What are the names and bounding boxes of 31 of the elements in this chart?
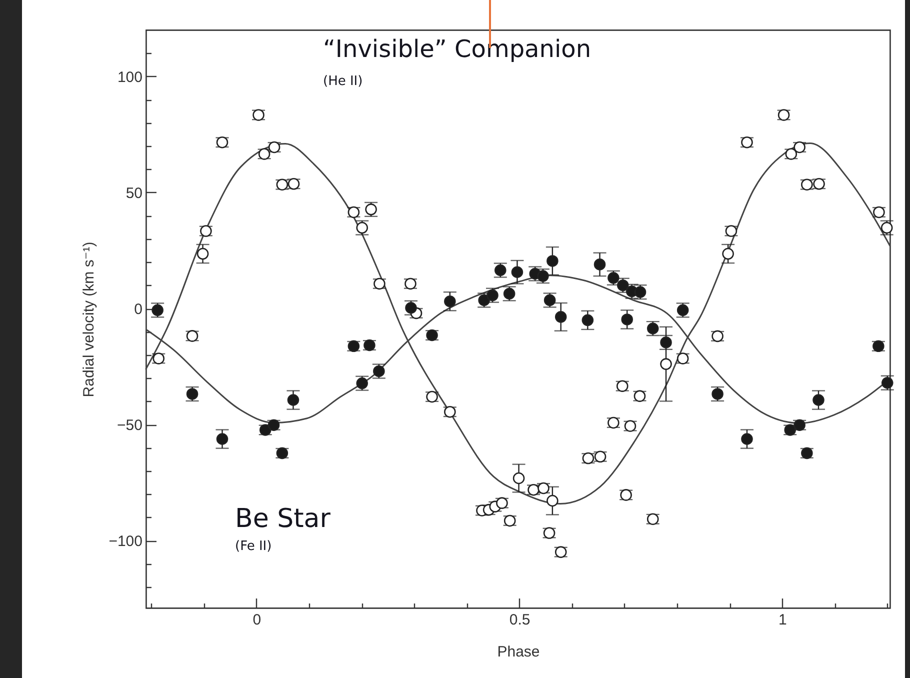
point [216,433,228,445]
x-tick-label: 1 [778,612,787,628]
x-tick-label: 0.5 [509,612,530,628]
annotation: (He II) [323,74,363,89]
y-tick-label: −50 [117,417,142,434]
point [444,295,456,308]
y-tick-label: 100 [117,68,142,86]
point [546,255,558,267]
y-tick-label: −100 [108,533,142,550]
point [511,266,524,278]
y-axis-title: Radial velocity (km s⁻¹) [80,242,98,398]
point [594,258,606,270]
point [621,314,633,326]
point [741,433,753,445]
annotation: (Fe II) [235,539,272,554]
point [287,394,300,406]
point [554,311,567,323]
annotation: “Invisible” Companion [323,35,592,63]
y-tick-label: 50 [126,184,142,202]
point [812,394,824,406]
point [546,494,558,507]
x-tick-label: 0 [252,612,262,628]
point [196,248,209,260]
annotation: Be Star [235,504,331,534]
point [660,358,672,370]
line-series [145,142,891,505]
point [582,314,594,326]
y-tick-label: 0 [134,301,142,318]
x-axis-title: Phase [497,644,540,660]
point [512,472,525,484]
point [722,248,734,260]
